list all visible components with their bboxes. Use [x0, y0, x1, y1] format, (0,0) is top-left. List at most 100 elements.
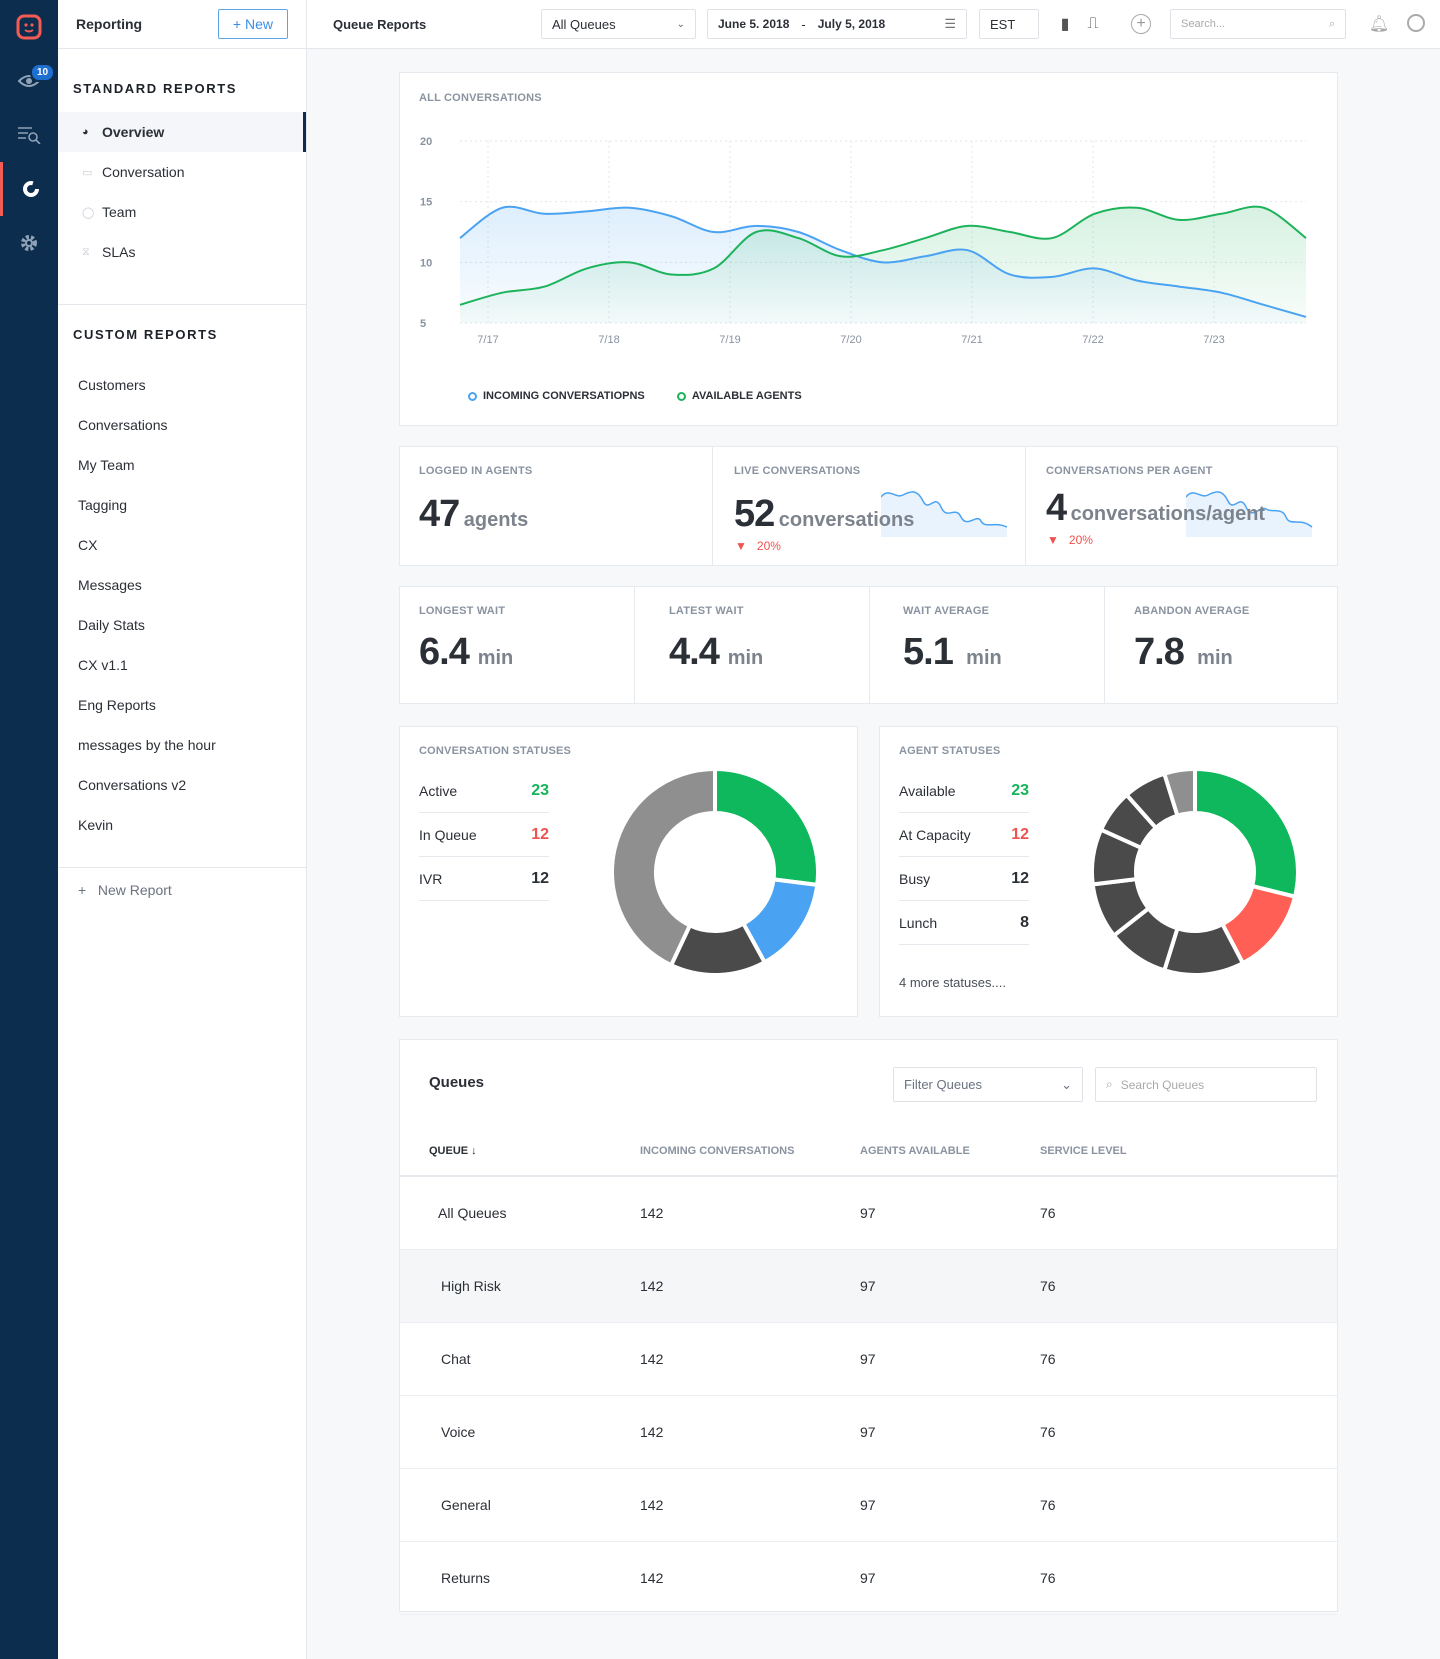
- user-avatar-icon[interactable]: [1407, 14, 1425, 32]
- custom-reports-list: Customers Conversations My Team Tagging CX Me…: [58, 365, 306, 845]
- icon-rail: 10: [0, 0, 58, 1659]
- col-service[interactable]: SERVICE LEVEL: [1040, 1126, 1337, 1177]
- custom-report-item[interactable]: My Team: [78, 457, 135, 473]
- kpi-live-conversations: LIVE CONVERSATIONS 52 conversations ▼ 20…: [713, 447, 1026, 565]
- custom-reports-title: CUSTOM REPORTS: [73, 327, 218, 342]
- donut-slice[interactable]: [610, 766, 717, 968]
- y-tick-label: 20: [420, 136, 432, 148]
- table-row[interactable]: All Queues 142 97 76: [400, 1176, 1337, 1250]
- gear-icon[interactable]: [0, 216, 58, 270]
- kpi-value: 5.1: [903, 631, 954, 673]
- table-cell: 76: [1040, 1176, 1337, 1250]
- kpi-longest-wait: LONGEST WAIT 6.4 min: [400, 587, 635, 703]
- filter-queues-value: Filter Queues: [904, 1077, 983, 1092]
- hourglass-icon: ⧖: [82, 245, 90, 258]
- page-title: Queue Reports: [333, 17, 427, 32]
- custom-report-item[interactable]: Eng Reports: [78, 697, 156, 713]
- kpi-logged-in: LOGGED IN AGENTS 47 agents: [400, 447, 713, 565]
- present-icon[interactable]: ⎍: [1087, 15, 1099, 32]
- queues-table: QUEUE ↓ INCOMING CONVERSATIONS AGENTS AV…: [400, 1126, 1337, 1615]
- status-label: In Queue: [419, 826, 477, 843]
- kpi-unit: conversations: [778, 509, 915, 531]
- queue-select[interactable]: All Queues ⌄: [541, 9, 696, 39]
- bell-icon[interactable]: 🔔︎: [1368, 16, 1390, 33]
- kpi-per-agent: CONVERSATIONS PER AGENT 4 conversations/…: [1026, 447, 1339, 565]
- custom-report-item[interactable]: Messages: [78, 577, 142, 593]
- status-row: Lunch 8: [899, 901, 1029, 945]
- table-row[interactable]: Chat 142 97 76: [400, 1322, 1337, 1396]
- new-report-button[interactable]: + New: [217, 9, 288, 39]
- table-row[interactable]: High Risk 142 97 76: [400, 1249, 1337, 1323]
- chevron-down-icon: ⌄: [676, 18, 685, 30]
- table-cell: 76: [1040, 1249, 1337, 1323]
- col-incoming[interactable]: INCOMING CONVERSATIONS: [640, 1126, 860, 1177]
- custom-report-item[interactable]: Daily Stats: [78, 617, 145, 633]
- col-agents[interactable]: AGENTS AVAILABLE: [860, 1126, 1040, 1177]
- search-input[interactable]: Search... ⌕: [1170, 9, 1346, 39]
- search-queues-placeholder: Search Queues: [1120, 1077, 1205, 1092]
- table-cell: 142: [640, 1468, 860, 1542]
- kpi-wait-average: WAIT AVERAGE 5.1 min: [870, 587, 1105, 703]
- add-report-link[interactable]: + New Report: [58, 882, 306, 898]
- filter-queues-select[interactable]: Filter Queues ⌄: [893, 1067, 1083, 1102]
- table-cell: General: [400, 1468, 640, 1542]
- legend-agents: AVAILABLE AGENTS: [691, 390, 802, 402]
- nav-label: Overview: [102, 124, 165, 140]
- nav-team[interactable]: ◯ Team: [58, 192, 306, 232]
- timezone-value: EST: [990, 16, 1016, 32]
- watch-icon[interactable]: 10: [0, 54, 58, 108]
- kpi-unit: min: [966, 647, 1002, 669]
- custom-report-item[interactable]: Tagging: [78, 497, 128, 513]
- date-sep: -: [801, 16, 806, 32]
- table-cell: 97: [860, 1322, 1040, 1396]
- kpi-value: 4.4: [669, 631, 720, 673]
- sparkline: [1186, 491, 1313, 537]
- date-range[interactable]: June 5. 2018 - July 5, 2018 ☰: [707, 9, 967, 39]
- logo-icon[interactable]: [0, 0, 58, 54]
- table-row[interactable]: General 142 97 76: [400, 1468, 1337, 1542]
- search-icon: ⌕: [1106, 1077, 1113, 1091]
- custom-report-item[interactable]: Conversations: [78, 417, 168, 433]
- nav-label: SLAs: [102, 244, 136, 260]
- kpi-value: 4: [1046, 487, 1067, 529]
- legend-dot-agents: [676, 391, 686, 401]
- queues-card: Queues Filter Queues ⌄ ⌕ Search Queues QUE…: [399, 1039, 1338, 1615]
- shield-icon: ◯: [82, 206, 95, 219]
- table-row[interactable]: Returns 142 97 76: [400, 1541, 1337, 1615]
- table-cell: 76: [1040, 1468, 1337, 1542]
- donut-slice[interactable]: [713, 766, 820, 888]
- kpi-unit: min: [727, 647, 764, 669]
- kpi-unit: min: [477, 647, 514, 669]
- table-cell: 76: [1040, 1541, 1337, 1615]
- nav-slas[interactable]: ⧖ SLAs: [58, 232, 306, 272]
- table-cell: 142: [640, 1395, 860, 1469]
- more-statuses-link[interactable]: 4 more statuses....: [899, 975, 1006, 990]
- search-queues-input[interactable]: ⌕ Search Queues: [1095, 1067, 1317, 1102]
- custom-report-item[interactable]: messages by the hour: [78, 737, 216, 753]
- series-line-incoming: [459, 205, 1307, 318]
- donut-slice[interactable]: [1161, 766, 1197, 819]
- add-circle-icon[interactable]: +: [1131, 14, 1151, 34]
- custom-report-item[interactable]: Kevin: [78, 817, 114, 833]
- donut-slice[interactable]: [1193, 766, 1300, 900]
- nav-conversation[interactable]: ▭ Conversation: [58, 152, 306, 192]
- custom-report-item[interactable]: Conversations v2: [78, 777, 187, 793]
- agent-statuses-card: AGENT STATUSES Available 23 At Capacity 12 B…: [879, 726, 1338, 1017]
- custom-report-item[interactable]: CX: [78, 537, 98, 553]
- custom-report-item[interactable]: Customers: [78, 377, 146, 393]
- chat-icon: ▭: [82, 166, 93, 179]
- table-row[interactable]: Voice 142 97 76: [400, 1395, 1337, 1469]
- nav-overview[interactable]: ◕ Overview: [58, 112, 306, 152]
- chevron-down-icon: ⌄: [1061, 1076, 1072, 1092]
- col-queue[interactable]: QUEUE ↓: [400, 1126, 640, 1177]
- document-icon[interactable]: ▮: [1060, 16, 1070, 33]
- timezone-select[interactable]: EST: [979, 9, 1039, 39]
- table-cell: 97: [860, 1541, 1040, 1615]
- custom-report-item[interactable]: CX v1.1: [78, 657, 128, 673]
- status-label: At Capacity: [899, 826, 971, 843]
- search-list-icon[interactable]: [0, 108, 58, 162]
- status-row: At Capacity 12: [899, 813, 1029, 857]
- reports-icon[interactable]: [0, 162, 58, 216]
- status-value: 12: [1011, 869, 1029, 887]
- standard-reports-title: STANDARD REPORTS: [73, 81, 238, 96]
